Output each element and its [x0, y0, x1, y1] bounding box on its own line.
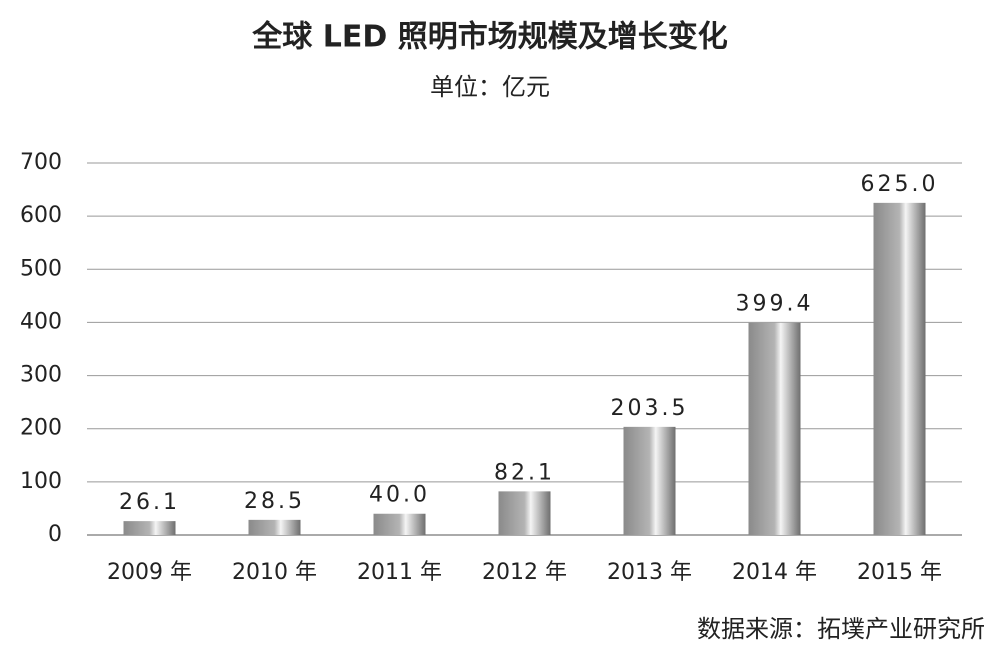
x-tick-label: 2013 年	[607, 560, 692, 585]
y-tick-label: 500	[20, 256, 62, 281]
x-tick-label: 2011 年	[357, 560, 442, 585]
x-tick-label: 2014 年	[732, 560, 817, 585]
value-label: 203.5	[611, 396, 689, 421]
y-tick-label: 300	[20, 363, 62, 388]
y-tick-label: 700	[20, 150, 62, 175]
y-tick-label: 100	[20, 469, 62, 494]
bar	[873, 202, 926, 535]
bar	[248, 519, 301, 535]
bar	[623, 426, 676, 535]
bar	[748, 322, 801, 535]
value-label: 82.1	[494, 460, 555, 485]
x-tick-label: 2010 年	[232, 560, 317, 585]
chart-title: 全球 LED 照明市场规模及增长变化	[251, 20, 727, 55]
value-label: 40.0	[369, 483, 430, 508]
value-label: 26.1	[119, 490, 180, 515]
y-tick-label: 0	[48, 522, 62, 547]
value-label: 28.5	[244, 489, 305, 514]
y-tick-label: 600	[20, 203, 62, 228]
source-note: 数据来源：拓墣产业研究所	[697, 615, 985, 643]
value-label: 625.0	[861, 172, 939, 197]
y-tick-label: 400	[20, 309, 62, 334]
x-tick-label: 2009 年	[107, 560, 192, 585]
y-tick-label: 200	[20, 416, 62, 441]
x-tick-label: 2012 年	[482, 560, 567, 585]
x-tick-label: 2015 年	[857, 560, 942, 585]
bar	[373, 513, 426, 535]
value-label: 399.4	[736, 292, 814, 317]
chart-subtitle: 单位：亿元	[430, 73, 550, 101]
bar	[123, 521, 176, 535]
bar	[498, 491, 551, 535]
